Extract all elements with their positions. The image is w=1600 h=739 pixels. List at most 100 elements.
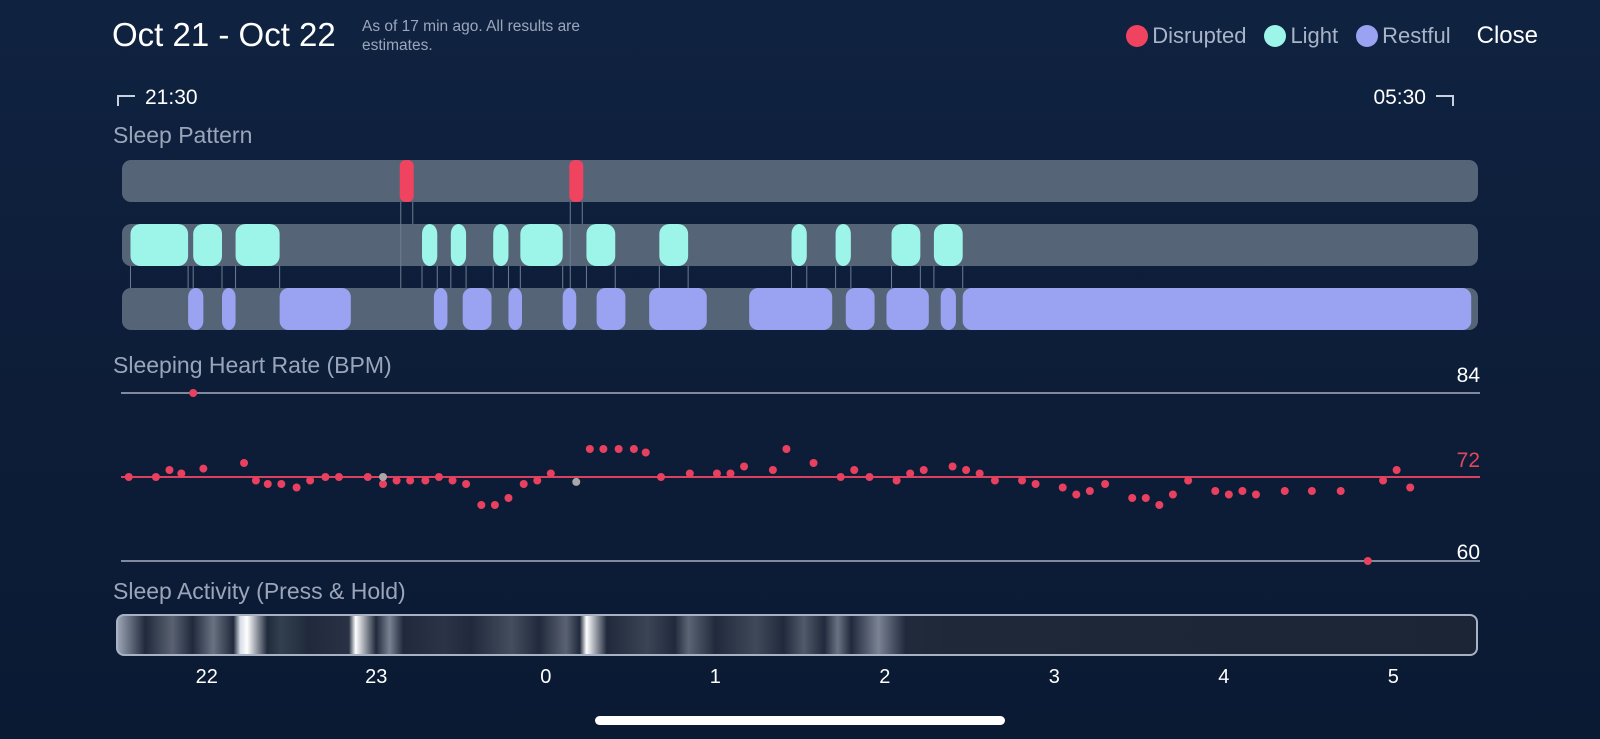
light-segment xyxy=(493,224,509,266)
light-segment xyxy=(130,224,189,266)
restful-segment xyxy=(749,288,833,330)
light-dot-icon xyxy=(1264,25,1287,47)
sleep-activity-bar[interactable] xyxy=(116,614,1478,656)
start-bracket-icon xyxy=(117,94,135,106)
sleep-pattern-chart[interactable] xyxy=(0,150,1600,335)
time-axis: 22 23 0 1 2 3 4 5 xyxy=(0,666,1600,694)
light-segment xyxy=(422,224,438,266)
heart-rate-point xyxy=(1018,476,1027,485)
disrupted-track xyxy=(122,160,1478,202)
light-segment xyxy=(891,224,921,266)
legend-label-light: Light xyxy=(1290,23,1339,48)
heart-rate-point xyxy=(1184,476,1193,485)
heart-rate-point xyxy=(1238,487,1247,495)
heart-rate-point xyxy=(392,476,401,485)
heart-rate-point xyxy=(865,473,874,481)
heart-rate-point xyxy=(585,445,594,453)
restful-segment xyxy=(845,288,875,330)
light-segment xyxy=(586,224,616,266)
heart-rate-point xyxy=(292,483,301,492)
heart-rate-point xyxy=(919,466,928,474)
disrupted-dot-icon xyxy=(1126,25,1149,47)
heart-rate-point xyxy=(1072,490,1081,499)
light-segment xyxy=(791,224,807,266)
end-time-label: 05:30 xyxy=(1373,86,1426,109)
heart-rate-point xyxy=(1141,494,1150,502)
restful-segment xyxy=(188,288,204,330)
legend-item-restful: Restful xyxy=(1356,23,1451,49)
heart-rate-point xyxy=(990,476,999,485)
heart-rate-point xyxy=(321,473,330,481)
heart-rate-point xyxy=(462,480,471,488)
x-tick-label: 5 xyxy=(1387,666,1399,688)
legend: Disrupted Light Restful Close xyxy=(1126,20,1538,52)
heart-rate-point xyxy=(1280,487,1289,495)
sleep-activity-title: Sleep Activity (Press & Hold) xyxy=(113,578,406,604)
heart-rate-point xyxy=(1155,501,1164,509)
restful-segment xyxy=(462,288,492,330)
heart-rate-point xyxy=(962,466,971,474)
legend-item-light: Light xyxy=(1264,23,1338,49)
restful-segment xyxy=(562,288,577,330)
heart-rate-point xyxy=(546,469,555,478)
heart-rate-point xyxy=(726,469,735,478)
heart-rate-point xyxy=(519,480,528,488)
restful-segment xyxy=(222,288,236,330)
heart-rate-point xyxy=(477,501,486,509)
x-tick-label: 1 xyxy=(709,666,721,688)
light-segment xyxy=(835,224,851,266)
heart-rate-point xyxy=(782,445,791,453)
close-button[interactable]: Close xyxy=(1476,22,1538,49)
min-label: 60 xyxy=(1457,541,1480,564)
avg-label: 72 xyxy=(1457,449,1480,472)
heart-rate-point xyxy=(490,501,499,509)
heart-rate-point xyxy=(406,476,415,485)
heart-rate-point xyxy=(685,469,694,478)
heart-rate-point xyxy=(1101,480,1110,488)
heart-rate-point xyxy=(189,389,198,397)
restful-segment xyxy=(886,288,929,330)
heart-rate-point xyxy=(768,466,777,474)
heart-rate-point xyxy=(599,445,608,453)
light-segment xyxy=(193,224,223,266)
light-segment xyxy=(933,224,963,266)
heart-rate-point xyxy=(1058,483,1067,492)
light-segment xyxy=(235,224,280,266)
restful-segment xyxy=(596,288,626,330)
heart-rate-point xyxy=(448,476,457,485)
restful-segment xyxy=(508,288,523,330)
restful-segment xyxy=(962,288,1472,330)
home-indicator[interactable] xyxy=(595,716,1005,725)
heart-rate-point xyxy=(240,459,249,467)
heart-rate-point xyxy=(836,473,845,481)
heart-rate-point xyxy=(1392,466,1401,474)
heart-rate-point xyxy=(1031,480,1040,488)
heart-rate-point xyxy=(614,445,623,453)
heart-rate-point xyxy=(151,473,160,481)
heart-rate-point xyxy=(263,480,272,488)
light-segment xyxy=(520,224,563,266)
heart-rate-point xyxy=(850,466,859,474)
end-bracket-icon xyxy=(1436,94,1454,106)
heart-rate-point xyxy=(1168,490,1177,499)
heart-rate-point xyxy=(199,464,208,473)
sleep-pattern-title: Sleep Pattern xyxy=(113,122,253,148)
heart-rate-point xyxy=(1085,487,1094,495)
heart-rate-point xyxy=(421,476,430,485)
heart-rate-point xyxy=(641,448,650,457)
heart-rate-point xyxy=(334,473,343,481)
heart-rate-point xyxy=(740,462,749,471)
heart-rate-point-missing xyxy=(572,477,581,486)
heart-rate-point xyxy=(906,469,915,478)
heart-rate-point xyxy=(1406,483,1415,492)
restful-segment xyxy=(940,288,956,330)
heart-rate-point xyxy=(712,469,721,478)
heart-rate-point xyxy=(165,466,174,474)
heart-rate-point xyxy=(1379,476,1388,485)
heart-rate-point xyxy=(277,480,286,488)
heart-rate-point xyxy=(892,476,901,485)
x-tick-label: 0 xyxy=(540,666,552,688)
restful-segment xyxy=(649,288,707,330)
heart-rate-point xyxy=(1251,490,1260,499)
light-segment xyxy=(450,224,467,266)
